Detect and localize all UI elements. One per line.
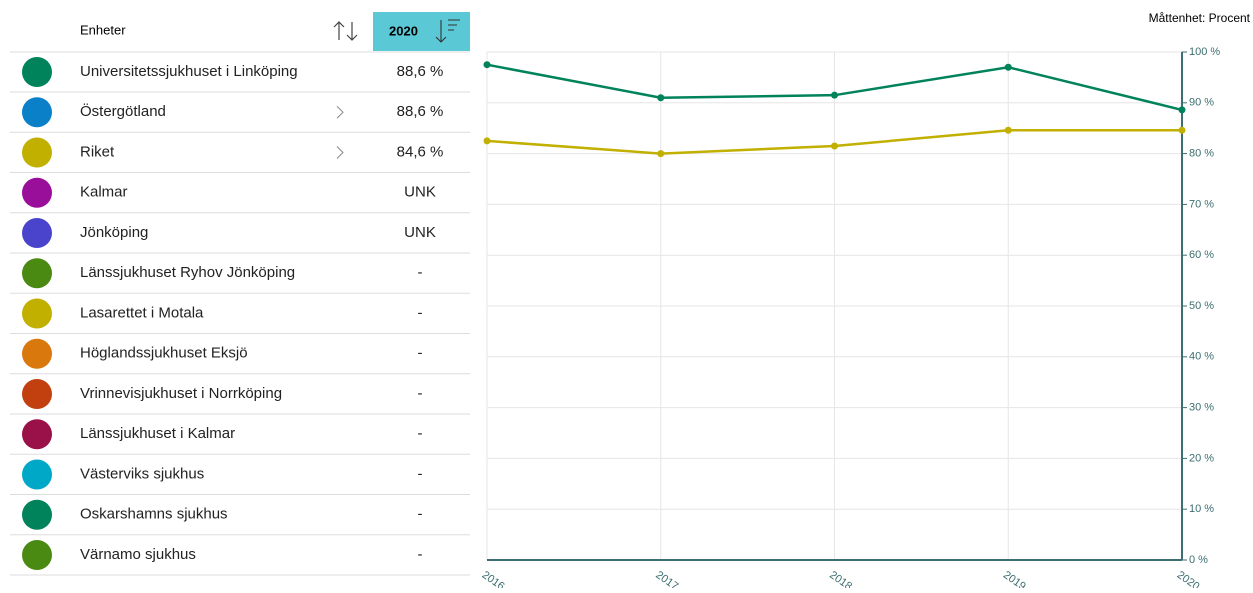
data-point[interactable] bbox=[831, 91, 838, 99]
data-point[interactable] bbox=[1004, 63, 1012, 71]
row-name[interactable]: Länssjukhuset Ryhov Jönköping bbox=[80, 264, 295, 281]
row-value: 88,6 % bbox=[397, 103, 444, 120]
row-value: - bbox=[418, 345, 423, 362]
column-header[interactable]: Enheter bbox=[80, 22, 126, 37]
row-color-dot[interactable] bbox=[22, 57, 52, 87]
data-point[interactable] bbox=[1178, 106, 1186, 114]
x-tick-label: 2017 bbox=[653, 569, 680, 588]
row-color-dot[interactable] bbox=[22, 379, 52, 409]
y-tick-label: 10 % bbox=[1189, 503, 1214, 515]
row-value: - bbox=[418, 465, 423, 482]
row-color-dot[interactable] bbox=[22, 137, 52, 168]
row-color-dot[interactable] bbox=[22, 298, 52, 329]
row-value: - bbox=[418, 546, 423, 563]
row-value: 84,6 % bbox=[397, 143, 444, 160]
row-value: - bbox=[418, 506, 423, 523]
sort-icon[interactable] bbox=[333, 21, 358, 41]
y-tick-label: 40 % bbox=[1189, 351, 1214, 363]
row-name[interactable]: Riket bbox=[80, 143, 115, 160]
row-color-dot[interactable] bbox=[22, 177, 52, 208]
sort-desc-icon bbox=[435, 19, 460, 43]
row-color-dot[interactable] bbox=[22, 218, 52, 248]
row-value: - bbox=[418, 304, 423, 321]
row-name[interactable]: Vrinnevisjukhuset i Norrköping bbox=[80, 385, 282, 402]
expand-arrow[interactable] bbox=[336, 105, 344, 119]
row-name[interactable]: Östergötland bbox=[80, 102, 166, 120]
x-tick-label: 2016 bbox=[480, 569, 507, 588]
row-value: 88,6 % bbox=[397, 63, 444, 80]
unit-label: Måttenhet: Procent bbox=[1149, 11, 1251, 25]
y-tick-label: 60 % bbox=[1189, 249, 1214, 261]
y-tick-label: 0 % bbox=[1189, 554, 1208, 566]
data-point[interactable] bbox=[1004, 126, 1012, 134]
expand-arrow[interactable] bbox=[336, 146, 344, 159]
row-name[interactable]: Lasarettet i Motala bbox=[80, 304, 204, 321]
y-tick-label: 90 % bbox=[1189, 97, 1214, 109]
row-name[interactable]: Höglandssjukhuset Eksjö bbox=[80, 345, 248, 362]
data-point[interactable] bbox=[831, 142, 838, 150]
row-name[interactable]: Oskarshamns sjukhus bbox=[80, 506, 228, 523]
row-name[interactable]: Universitetssjukhuset i Linköping bbox=[80, 63, 298, 80]
y-tick-label: 50 % bbox=[1189, 300, 1214, 312]
data-point[interactable] bbox=[657, 94, 665, 102]
row-value: UNK bbox=[404, 224, 436, 241]
year-header-bg[interactable] bbox=[373, 12, 470, 51]
row-value: - bbox=[418, 264, 423, 281]
row-name[interactable]: Värnamo sjukhus bbox=[80, 546, 196, 563]
row-color-dot[interactable] bbox=[22, 459, 52, 490]
row-color-dot[interactable] bbox=[22, 338, 52, 369]
data-point[interactable] bbox=[657, 150, 665, 158]
row-value: - bbox=[418, 425, 423, 442]
row-value: - bbox=[418, 385, 423, 402]
y-tick-label: 100 % bbox=[1189, 46, 1220, 58]
row-color-dot[interactable] bbox=[22, 258, 52, 289]
row-color-dot[interactable] bbox=[22, 419, 52, 450]
y-tick-label: 20 % bbox=[1189, 452, 1214, 464]
y-tick-label: 80 % bbox=[1189, 148, 1214, 160]
data-point[interactable] bbox=[483, 137, 491, 145]
row-name[interactable]: Kalmar bbox=[80, 184, 128, 201]
row-color-dot[interactable] bbox=[22, 97, 52, 128]
row-name[interactable]: Västerviks sjukhus bbox=[80, 465, 204, 482]
row-name[interactable]: Jönköping bbox=[80, 224, 148, 241]
row-value: UNK bbox=[404, 184, 436, 201]
year-header[interactable]: 2020 bbox=[389, 23, 418, 38]
x-tick-label: 2020 bbox=[1175, 569, 1202, 588]
data-point[interactable] bbox=[483, 61, 491, 69]
y-tick-label: 70 % bbox=[1189, 198, 1214, 210]
data-point[interactable] bbox=[1178, 126, 1186, 134]
row-name[interactable]: Länssjukhuset i Kalmar bbox=[80, 425, 235, 442]
row-color-dot[interactable] bbox=[22, 499, 52, 530]
x-tick-label: 2018 bbox=[827, 569, 854, 588]
x-tick-label: 2019 bbox=[1001, 569, 1028, 588]
row-color-dot[interactable] bbox=[22, 540, 52, 570]
y-tick-label: 30 % bbox=[1189, 402, 1214, 414]
